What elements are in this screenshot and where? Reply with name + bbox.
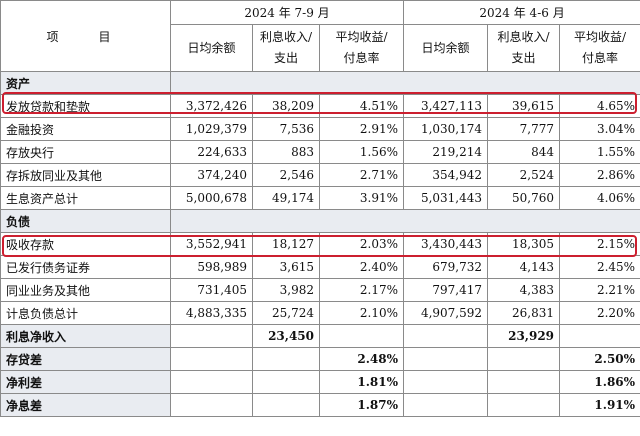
liabilities-section-row: 负债 bbox=[0, 209, 640, 233]
header-row-columns: 日均余额 利息收入/支出 平均收益/付息率 日均余额 利息收入/支出 平均收益/… bbox=[1, 24, 640, 72]
summary-row-net-interest-income: 利息净收入 23,450 23,929 bbox=[0, 324, 640, 348]
table-row: 金融投资 1,029,379 7,536 2.91% 1,030,174 7,7… bbox=[0, 117, 640, 141]
summary-row-deposit-loan-spread: 存贷差 2.48% 2.50% bbox=[0, 347, 640, 371]
table-row: 计息负债总计 4,883,335 25,724 2.10% 4,907,592 … bbox=[0, 301, 640, 325]
q3-avg-balance-header: 日均余额 bbox=[170, 24, 253, 72]
table-row: 吸收存款 3,552,941 18,127 2.03% 3,430,443 18… bbox=[0, 232, 640, 256]
table-row: 生息资产总计 5,000,678 49,174 3.91% 5,031,443 … bbox=[0, 186, 640, 210]
q3-interest-header: 利息收入/支出 bbox=[252, 24, 320, 72]
table-row: 同业业务及其他 731,405 3,982 2.17% 797,417 4,38… bbox=[0, 278, 640, 302]
table-row: 已发行债务证券 598,989 3,615 2.40% 679,732 4,14… bbox=[0, 255, 640, 279]
table-row: 发放贷款和垫款 3,372,426 38,209 4.51% 3,427,113… bbox=[0, 94, 640, 118]
item-header: 项 目 bbox=[0, 0, 171, 72]
summary-row-net-interest-spread: 净利差 1.81% 1.86% bbox=[0, 370, 640, 394]
assets-section-row: 资产 bbox=[0, 71, 640, 95]
q2-rate-header: 平均收益/付息率 bbox=[559, 24, 640, 72]
q2-interest-header: 利息收入/支出 bbox=[487, 24, 561, 72]
period-q3-header: 2024 年 7-9 月 bbox=[169, 0, 405, 25]
q3-rate-header: 平均收益/付息率 bbox=[318, 24, 405, 72]
summary-row-net-interest-margin: 净息差 1.87% 1.91% bbox=[0, 393, 640, 417]
table-row: 存放央行 224,633 883 1.56% 219,214 844 1.55% bbox=[0, 140, 640, 164]
interest-income-table: 项 目 2024 年 7-9 月 2024 年 4-6 月 日均余额 利息收入/… bbox=[0, 0, 640, 417]
liabilities-section-label: 负债 bbox=[0, 209, 171, 233]
table-row: 存拆放同业及其他 374,240 2,546 2.71% 354,942 2,5… bbox=[0, 163, 640, 187]
header-row-periods: 项 目 2024 年 7-9 月 2024 年 4-6 月 bbox=[0, 0, 640, 72]
assets-section-label: 资产 bbox=[0, 71, 171, 95]
q2-avg-balance-header: 日均余额 bbox=[403, 24, 489, 72]
period-q2-header: 2024 年 4-6 月 bbox=[403, 0, 640, 25]
